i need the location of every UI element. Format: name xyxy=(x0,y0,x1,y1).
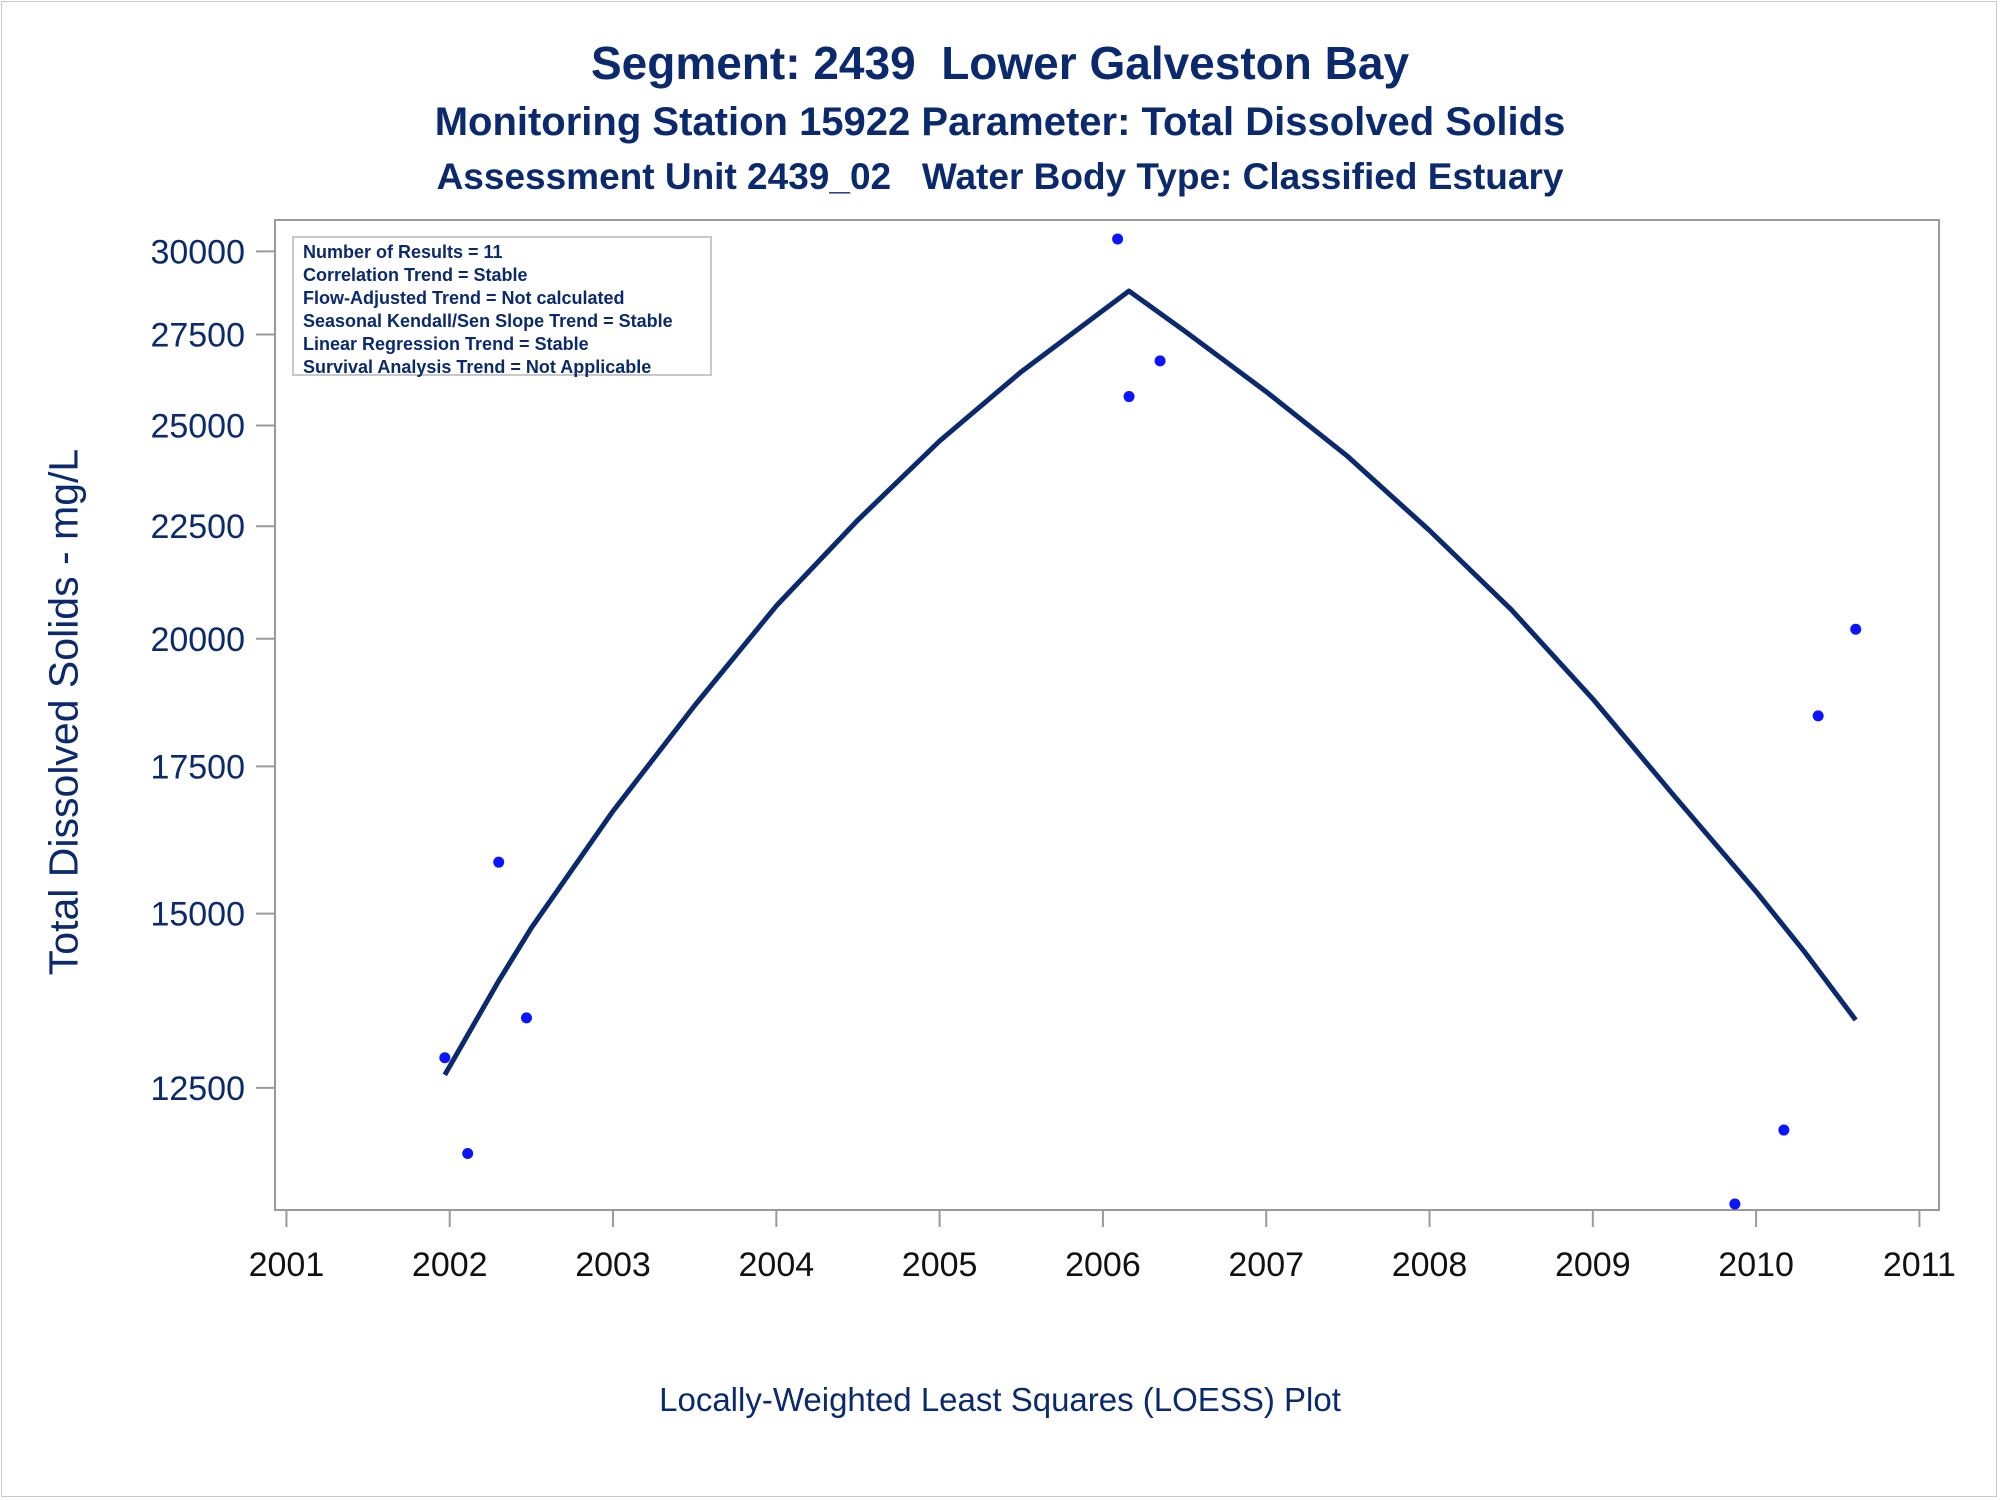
loess-line-group xyxy=(442,288,1858,1077)
x-tick-label: 2009 xyxy=(1555,1246,1631,1284)
x-tick-label: 2004 xyxy=(739,1246,815,1284)
x-tick-label: 2007 xyxy=(1228,1246,1304,1284)
data-point xyxy=(1123,391,1135,403)
chart-title: Segment: 2439 Lower Galveston Bay xyxy=(590,37,1410,89)
data-point xyxy=(1778,1124,1790,1136)
data-point xyxy=(1729,1198,1741,1210)
y-tick-label: 12500 xyxy=(150,1070,245,1108)
plot-area-border xyxy=(274,219,1940,1211)
y-tick-label: 22500 xyxy=(150,508,245,546)
chart-footnote: Locally-Weighted Least Squares (LOESS) P… xyxy=(659,1381,1341,1418)
data-point xyxy=(1812,710,1824,722)
data-points xyxy=(439,233,1862,1210)
data-point xyxy=(462,1148,474,1160)
chart-subtitle-2: Assessment Unit 2439_02 Water Body Type:… xyxy=(436,156,1564,197)
legend-entry: Number of Results = 11 xyxy=(303,242,503,262)
x-tick-label: 2005 xyxy=(902,1246,978,1284)
x-tick-label: 2010 xyxy=(1718,1246,1794,1284)
x-tick-label: 2008 xyxy=(1392,1246,1468,1284)
legend-entry: Correlation Trend = Stable xyxy=(303,265,528,285)
y-tick-label: 17500 xyxy=(150,748,245,786)
x-tick-label: 2002 xyxy=(412,1246,488,1284)
y-tick-label: 15000 xyxy=(150,896,245,934)
y-tick-label: 25000 xyxy=(150,408,245,446)
x-tick-label: 2001 xyxy=(249,1246,325,1284)
y-tick-label: 27500 xyxy=(150,316,245,354)
data-point xyxy=(1112,233,1124,245)
y-axis: 12500 15000 17500 20000 22500 25000 27500 30000 xyxy=(150,233,275,1108)
x-tick-label: 2011 xyxy=(1883,1246,1956,1284)
y-tick-label: 30000 xyxy=(150,233,245,271)
data-point xyxy=(439,1052,451,1064)
trend-legend: Number of Results = 11 Correlation Trend… xyxy=(292,236,712,377)
y-tick-label: 20000 xyxy=(150,621,245,659)
data-point xyxy=(493,856,505,868)
chart-subtitle: Monitoring Station 15922 Parameter: Tota… xyxy=(434,100,1566,144)
data-point xyxy=(1154,355,1166,367)
x-axis: 2001 2002 2003 2004 2005 2006 2007 2008 2009 2010… xyxy=(249,1210,1956,1284)
legend-entry: Survival Analysis Trend = Not Applicable xyxy=(303,357,652,377)
legend-entry: Flow-Adjusted Trend = Not calculated xyxy=(303,288,625,308)
data-point xyxy=(1850,623,1862,635)
loess-line xyxy=(442,288,1858,1077)
x-tick-label: 2003 xyxy=(575,1246,651,1284)
legend-entry: Linear Regression Trend = Stable xyxy=(303,334,589,354)
legend-entry: Seasonal Kendall/Sen Slope Trend = Stabl… xyxy=(303,311,673,331)
data-point xyxy=(520,1012,532,1024)
x-tick-label: 2006 xyxy=(1065,1246,1141,1284)
